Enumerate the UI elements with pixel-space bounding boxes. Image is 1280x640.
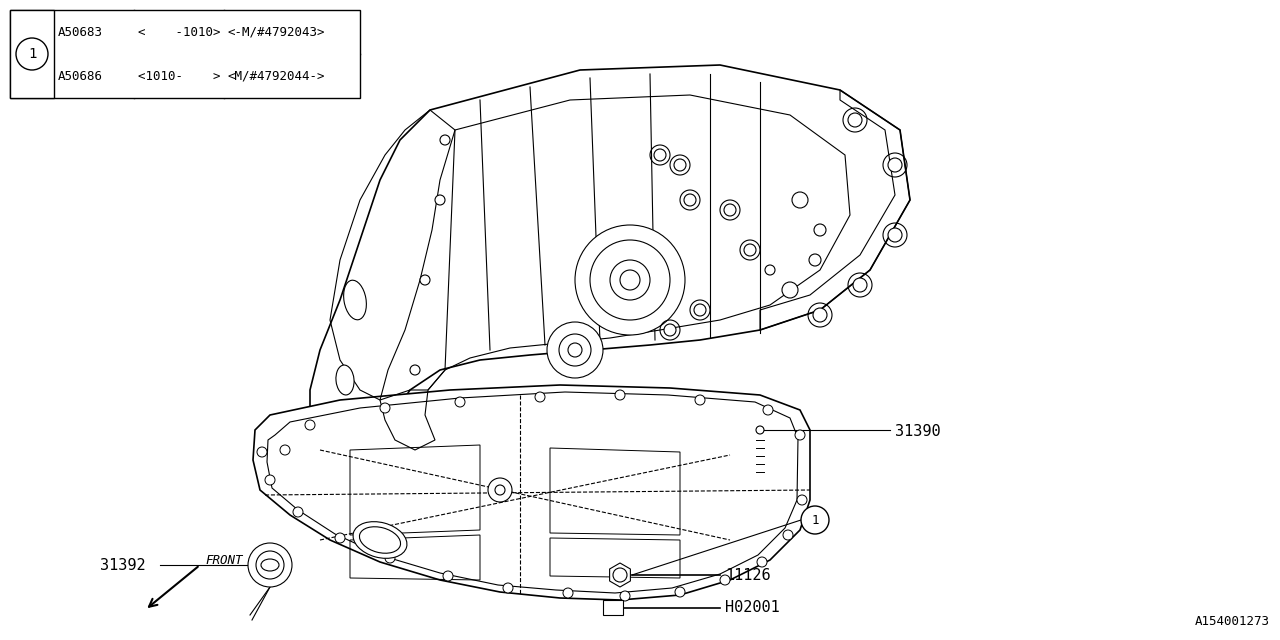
Text: 1: 1 bbox=[812, 513, 819, 527]
Bar bbox=[10, 10, 360, 98]
Circle shape bbox=[719, 575, 730, 585]
Circle shape bbox=[813, 308, 827, 322]
Polygon shape bbox=[609, 563, 630, 587]
Text: 1: 1 bbox=[28, 47, 36, 61]
Circle shape bbox=[763, 405, 773, 415]
Circle shape bbox=[795, 430, 805, 440]
Circle shape bbox=[684, 194, 696, 206]
Circle shape bbox=[664, 324, 676, 336]
Circle shape bbox=[814, 224, 826, 236]
Circle shape bbox=[756, 557, 767, 567]
Circle shape bbox=[559, 334, 591, 366]
Ellipse shape bbox=[335, 365, 355, 395]
Bar bbox=[10, 10, 54, 98]
Text: A154001273: A154001273 bbox=[1196, 615, 1270, 628]
Circle shape bbox=[611, 260, 650, 300]
Circle shape bbox=[575, 225, 685, 335]
Circle shape bbox=[744, 244, 756, 256]
Circle shape bbox=[620, 591, 630, 601]
Circle shape bbox=[756, 426, 764, 434]
Text: <1010-    >: <1010- > bbox=[138, 70, 220, 83]
Circle shape bbox=[280, 445, 291, 455]
Circle shape bbox=[257, 447, 268, 457]
Circle shape bbox=[797, 495, 806, 505]
Circle shape bbox=[305, 420, 315, 430]
Circle shape bbox=[535, 392, 545, 402]
Circle shape bbox=[590, 240, 669, 320]
Circle shape bbox=[420, 275, 430, 285]
Circle shape bbox=[792, 192, 808, 208]
Circle shape bbox=[888, 228, 902, 242]
Circle shape bbox=[675, 587, 685, 597]
Text: <    -1010>: < -1010> bbox=[138, 26, 220, 38]
Circle shape bbox=[335, 533, 346, 543]
Circle shape bbox=[801, 506, 829, 534]
Ellipse shape bbox=[343, 280, 366, 320]
Text: 31390: 31390 bbox=[895, 424, 941, 440]
Ellipse shape bbox=[261, 559, 279, 571]
Circle shape bbox=[782, 282, 797, 298]
Circle shape bbox=[547, 322, 603, 378]
Circle shape bbox=[503, 583, 513, 593]
Text: 11126: 11126 bbox=[724, 568, 771, 582]
Circle shape bbox=[888, 158, 902, 172]
Circle shape bbox=[695, 395, 705, 405]
Text: <M/#4792044->: <M/#4792044-> bbox=[228, 70, 325, 83]
Circle shape bbox=[256, 551, 284, 579]
Circle shape bbox=[443, 571, 453, 581]
Circle shape bbox=[15, 38, 49, 70]
Polygon shape bbox=[603, 600, 623, 615]
Circle shape bbox=[385, 553, 396, 563]
Circle shape bbox=[694, 304, 707, 316]
Circle shape bbox=[440, 135, 451, 145]
Text: A50683: A50683 bbox=[58, 26, 102, 38]
Text: 31392: 31392 bbox=[100, 557, 146, 573]
Circle shape bbox=[410, 365, 420, 375]
Circle shape bbox=[495, 485, 506, 495]
Text: <-M/#4792043>: <-M/#4792043> bbox=[228, 26, 325, 38]
Circle shape bbox=[765, 265, 774, 275]
Circle shape bbox=[724, 204, 736, 216]
Circle shape bbox=[783, 530, 794, 540]
Circle shape bbox=[675, 159, 686, 171]
Circle shape bbox=[809, 254, 820, 266]
Circle shape bbox=[488, 478, 512, 502]
Text: FRONT: FRONT bbox=[205, 554, 242, 566]
Text: A50686: A50686 bbox=[58, 70, 102, 83]
Circle shape bbox=[614, 390, 625, 400]
Circle shape bbox=[293, 507, 303, 517]
Circle shape bbox=[568, 343, 582, 357]
Circle shape bbox=[454, 397, 465, 407]
Circle shape bbox=[380, 403, 390, 413]
Polygon shape bbox=[310, 65, 910, 490]
Ellipse shape bbox=[353, 522, 407, 558]
Circle shape bbox=[654, 149, 666, 161]
Circle shape bbox=[849, 113, 861, 127]
Circle shape bbox=[563, 588, 573, 598]
Polygon shape bbox=[253, 385, 810, 600]
Circle shape bbox=[620, 270, 640, 290]
Circle shape bbox=[613, 568, 627, 582]
Circle shape bbox=[265, 475, 275, 485]
Circle shape bbox=[435, 195, 445, 205]
Circle shape bbox=[248, 543, 292, 587]
Text: H02001: H02001 bbox=[724, 600, 780, 616]
Circle shape bbox=[852, 278, 867, 292]
